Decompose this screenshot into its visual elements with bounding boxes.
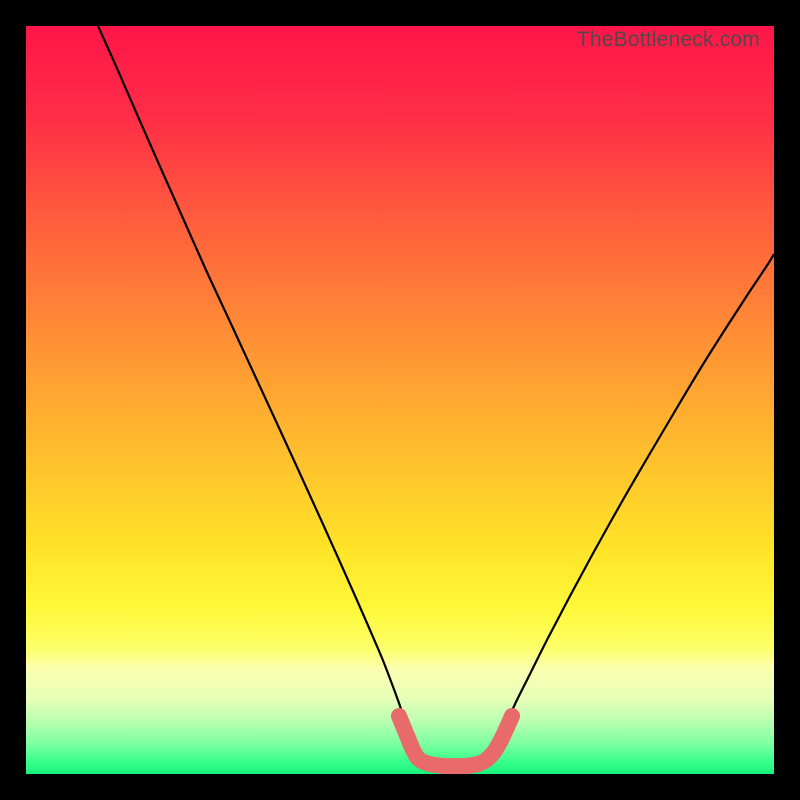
curve-right-branch [494, 254, 774, 756]
curve-overlay [26, 26, 774, 774]
curve-left-branch [98, 26, 416, 756]
highlight-u-marker [399, 716, 512, 766]
plot-area: TheBottleneck.com [26, 26, 774, 774]
